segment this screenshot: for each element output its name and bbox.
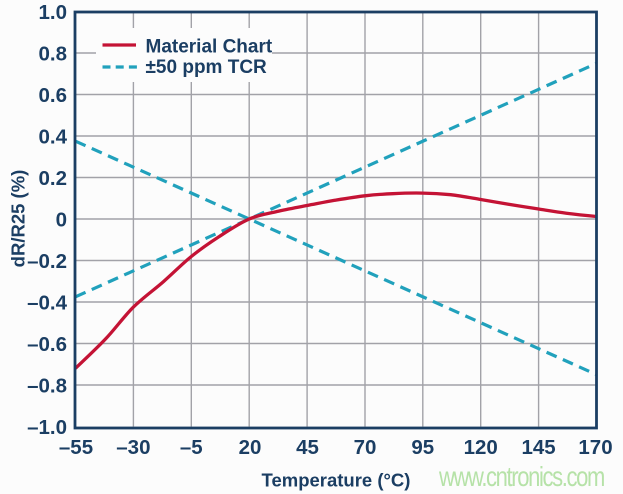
- svg-text:–1.0: –1.0: [27, 416, 67, 439]
- svg-text:70: 70: [354, 436, 377, 459]
- svg-text:20: 20: [239, 436, 262, 459]
- svg-text:–55: –55: [59, 436, 93, 459]
- svg-text:–0.8: –0.8: [27, 374, 67, 397]
- svg-text:95: 95: [411, 436, 434, 459]
- svg-text:120: 120: [464, 436, 498, 459]
- svg-text:Temperature (°C): Temperature (°C): [262, 470, 411, 491]
- svg-text:145: 145: [521, 436, 555, 459]
- svg-text:1.0: 1.0: [39, 1, 68, 24]
- svg-text:–0.4: –0.4: [27, 291, 67, 314]
- svg-text:–0.2: –0.2: [27, 250, 67, 273]
- svg-text:dR/R25 (%): dR/R25 (%): [8, 170, 29, 268]
- svg-text:0.2: 0.2: [39, 167, 68, 190]
- svg-text:Material Chart: Material Chart: [146, 37, 273, 58]
- svg-text:0.4: 0.4: [39, 125, 68, 148]
- svg-text:–0.6: –0.6: [27, 333, 67, 356]
- svg-text:0: 0: [56, 208, 67, 231]
- svg-text:www.cntronics.com: www.cntronics.com: [438, 462, 604, 493]
- svg-text:170: 170: [578, 436, 612, 459]
- svg-text:±50 ppm TCR: ±50 ppm TCR: [146, 57, 268, 78]
- svg-text:0.8: 0.8: [39, 42, 68, 65]
- svg-text:–30: –30: [116, 436, 150, 459]
- svg-text:0.6: 0.6: [39, 84, 68, 107]
- svg-text:–5: –5: [180, 436, 203, 459]
- svg-text:45: 45: [296, 436, 319, 459]
